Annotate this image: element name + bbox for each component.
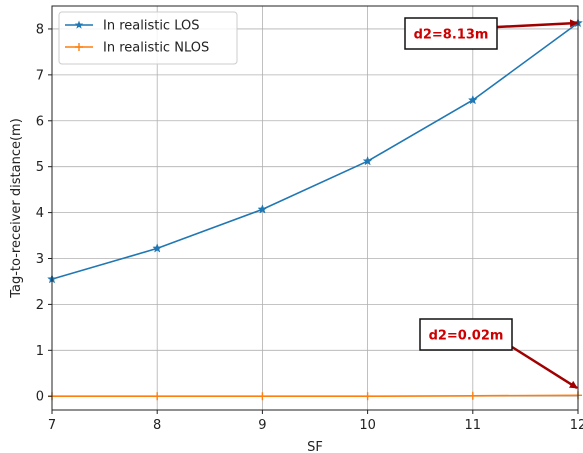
annotation-label: d2=8.13m	[414, 28, 489, 43]
data-point	[153, 392, 162, 401]
x-tick-label: 9	[258, 418, 266, 433]
y-tick-label: 8	[36, 22, 44, 37]
data-point	[468, 391, 477, 400]
y-tick-label: 1	[36, 344, 44, 359]
data-point	[467, 94, 478, 105]
annotation-1: d2=8.13m	[404, 17, 578, 50]
legend-marker	[74, 20, 84, 29]
x-tick-label: 7	[48, 418, 56, 433]
y-tick-label: 5	[36, 160, 44, 175]
plot-area-frame	[51, 5, 579, 411]
data-point	[363, 392, 372, 401]
annotation-box	[419, 318, 513, 351]
annotation-2: d2=0.02m	[419, 318, 578, 390]
annotation-box	[404, 17, 498, 50]
series-line	[52, 394, 579, 398]
legend: In realistic LOS In realistic NLOS	[58, 11, 238, 65]
y-tick-label: 0	[36, 390, 44, 405]
data-point	[152, 243, 163, 253]
legend-label: In realistic NLOS	[103, 41, 209, 56]
y-tick-label: 3	[36, 252, 44, 267]
data-point	[258, 392, 267, 401]
legend-box	[58, 11, 238, 65]
y-tick-label: 7	[36, 68, 44, 83]
data-point	[257, 204, 268, 214]
y-tick-label: 6	[36, 114, 44, 129]
y-tick-label: 4	[36, 206, 44, 221]
legend-marker	[75, 43, 83, 51]
x-tick-label: 8	[153, 418, 161, 433]
y-axis-label: Tag-to-receiver distance(m)	[9, 118, 24, 299]
x-axis-label: SF	[307, 440, 323, 453]
x-tick-label: 11	[465, 418, 482, 433]
series-line	[51, 22, 579, 280]
y-tick-label: 2	[36, 298, 44, 313]
annotations: d2=8.13m d2=0.02m	[404, 17, 578, 390]
x-tick-label: 10	[359, 418, 376, 433]
x-tick-label: 12	[570, 418, 583, 433]
annotation-arrow	[511, 345, 578, 390]
annotation-arrow	[496, 19, 578, 29]
legend-label: In realistic LOS	[103, 19, 199, 34]
series-nlos	[48, 391, 582, 401]
legend-item: In realistic LOS	[65, 19, 199, 34]
data-point	[362, 155, 373, 166]
annotation-label: d2=0.02m	[429, 329, 504, 344]
legend-item: In realistic NLOS	[65, 41, 209, 56]
